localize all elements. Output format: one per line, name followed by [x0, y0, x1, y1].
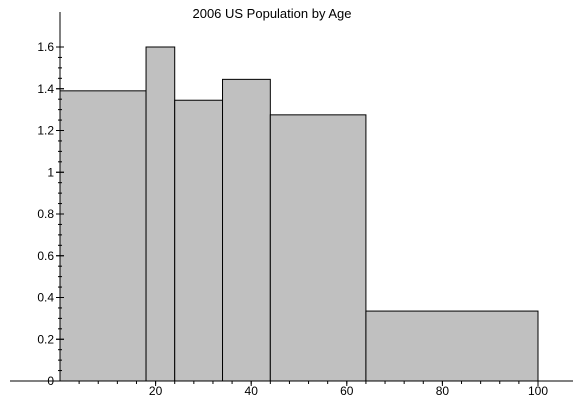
axes-layer: 0 0.2 0.4 0.6 0.8 1 1.2 1.4 1.6 20 40 60 80 100 [10, 12, 573, 396]
y-tick-label: 1.6 [37, 40, 54, 54]
chart-title: 2006 US Population by Age [192, 6, 351, 21]
x-tick-label: 60 [340, 384, 354, 396]
x-tick-label: 80 [436, 384, 450, 396]
bars-layer [59, 46, 539, 382]
x-tick-label: 40 [245, 384, 259, 396]
y-tick-label: 0 [47, 374, 54, 388]
y-tick-label: 0.4 [37, 291, 54, 305]
y-tick-label: 1.2 [37, 124, 54, 138]
histogram-bar-5 [269, 114, 367, 382]
y-tick-label: 0.2 [37, 332, 54, 346]
y-tick-label: 0.8 [37, 207, 54, 221]
histogram-bar-2 [145, 46, 176, 382]
histogram-bar-4 [222, 78, 271, 382]
x-tick-label: 100 [528, 384, 548, 396]
histogram-bar-1 [59, 90, 147, 382]
histogram-bar-3 [174, 99, 224, 382]
y-tick-label: 1 [47, 165, 54, 179]
histogram-bar-6 [365, 310, 539, 382]
y-tick-label: 1.4 [37, 82, 54, 96]
x-tick-label: 20 [149, 384, 163, 396]
y-tick-label: 0.6 [37, 249, 54, 263]
